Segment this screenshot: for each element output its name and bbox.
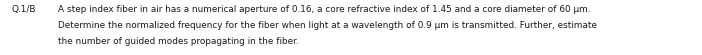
Text: Determine the normalized frequency for the fiber when light at a wavelength of 0: Determine the normalized frequency for t… [58, 21, 597, 30]
Text: Q.1/B: Q.1/B [11, 5, 36, 14]
Text: the number of guided modes propagating in the fiber.: the number of guided modes propagating i… [58, 37, 298, 46]
Text: A step index fiber in air has a numerical aperture of 0.16, a core refractive in: A step index fiber in air has a numerica… [58, 5, 590, 14]
